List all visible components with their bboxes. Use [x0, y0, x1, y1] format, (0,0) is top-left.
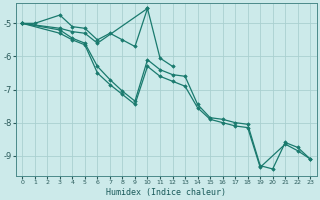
- X-axis label: Humidex (Indice chaleur): Humidex (Indice chaleur): [106, 188, 226, 197]
